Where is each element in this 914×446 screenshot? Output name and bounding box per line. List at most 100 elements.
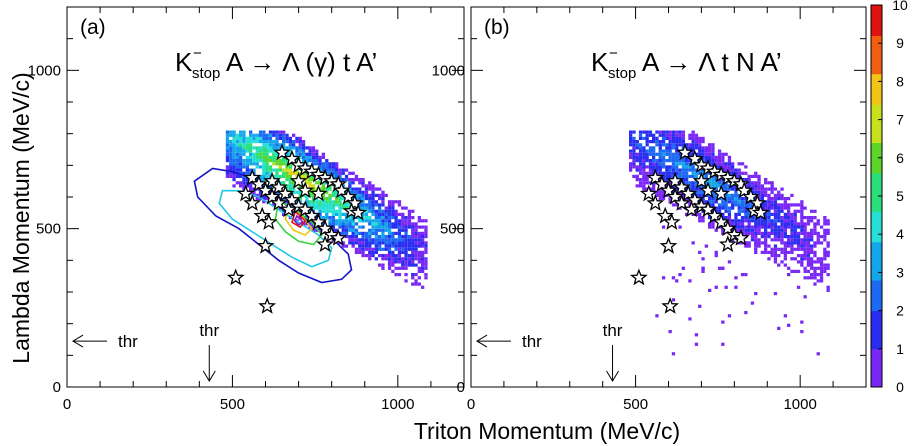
heatmap-cell	[675, 162, 679, 166]
heatmap-cell	[750, 203, 755, 207]
heatmap-cell	[757, 222, 761, 226]
heatmap-cell	[338, 216, 342, 220]
heatmap-cell	[381, 263, 385, 267]
heatmap-cell	[262, 136, 266, 140]
colorbar-tick-label: 0	[896, 379, 904, 395]
heatmap-cell	[773, 187, 778, 191]
heatmap-cell	[268, 140, 273, 144]
heatmap-cell	[685, 143, 689, 147]
heatmap-cell	[632, 159, 636, 163]
heatmap-cell	[335, 165, 339, 169]
heatmap-cell	[331, 206, 335, 210]
heatmap-cell	[770, 228, 774, 232]
heatmap-cell	[767, 193, 771, 197]
panel-tag: (a)	[80, 16, 106, 39]
heatmap-cell	[298, 149, 302, 153]
heatmap-cell	[767, 212, 771, 216]
heatmap-cell	[282, 140, 286, 144]
heatmap-cell	[800, 238, 804, 242]
heatmap-cell	[364, 235, 369, 239]
heatmap-cell	[348, 171, 352, 175]
heatmap-cell	[387, 206, 392, 210]
heatmap-cell	[364, 247, 369, 251]
heatmap-cell	[295, 140, 299, 144]
heatmap-cell	[800, 247, 804, 251]
colorbar-segment	[871, 112, 882, 121]
heatmap-cell	[351, 228, 355, 232]
heatmap-cell	[265, 149, 269, 153]
heatmap-cell	[760, 241, 764, 245]
heatmap-cell	[721, 181, 725, 185]
heatmap-cell	[668, 174, 672, 178]
heatmap-cell	[661, 174, 666, 178]
heatmap-cell	[387, 209, 392, 213]
colorbar-segment	[871, 341, 882, 350]
heatmap-cell	[819, 260, 824, 264]
heatmap-cell	[401, 235, 405, 239]
heatmap-cell	[371, 197, 375, 201]
heatmap-cell	[414, 279, 418, 283]
heatmap-cell	[298, 171, 302, 175]
heatmap-cell	[638, 159, 643, 163]
heatmap-cell	[258, 152, 263, 156]
heatmap-cell	[374, 241, 378, 245]
event-star	[263, 171, 281, 189]
heatmap-cell	[265, 133, 269, 137]
heatmap-cell	[658, 155, 662, 159]
heatmap-cell	[328, 209, 332, 213]
event-star	[316, 219, 334, 237]
heatmap-cell	[671, 298, 676, 302]
heatmap-cell	[754, 171, 758, 175]
colorbar-segment	[871, 303, 882, 312]
heatmap-cell	[391, 244, 395, 248]
heatmap-cell	[374, 212, 378, 216]
heatmap-cell	[321, 184, 325, 188]
heatmap-cell	[694, 136, 699, 140]
heatmap-cell	[819, 257, 824, 261]
heatmap-cell	[364, 254, 369, 258]
colorbar-segment	[871, 272, 882, 281]
heatmap-cell	[744, 225, 748, 229]
heatmap-cell	[338, 171, 342, 175]
heatmap-cell	[387, 231, 392, 235]
heatmap-cell	[249, 155, 253, 159]
heatmap-cell	[292, 146, 296, 150]
heatmap-cell	[358, 247, 362, 251]
heatmap-cell	[278, 159, 282, 163]
heatmap-cell	[252, 159, 256, 163]
heatmap-cell	[272, 203, 276, 207]
heatmap-cell	[424, 244, 428, 248]
heatmap-cell	[225, 136, 230, 140]
heatmap-cell	[411, 254, 415, 258]
heatmap-cell	[308, 184, 312, 188]
heatmap-cell	[717, 149, 722, 153]
heatmap-cell	[232, 149, 236, 153]
heatmap-cell	[734, 168, 738, 172]
heatmap-cell	[734, 171, 738, 175]
heatmap-cell	[783, 225, 787, 229]
heatmap-cell	[354, 193, 359, 197]
panel-title: K	[591, 47, 609, 77]
heatmap-cell	[265, 165, 269, 169]
heatmap-cell	[424, 241, 428, 245]
heatmap-cell	[282, 133, 286, 137]
heatmap-cell	[311, 187, 316, 191]
heatmap-cell	[787, 225, 791, 229]
heatmap-cell	[242, 178, 246, 182]
heatmap-cell	[252, 152, 256, 156]
heatmap-cell	[685, 171, 689, 175]
heatmap-cell	[717, 181, 722, 185]
heatmap-cell	[661, 140, 666, 144]
heatmap-cell	[348, 238, 352, 242]
heatmap-cell	[787, 216, 791, 220]
heatmap-cell	[691, 184, 695, 188]
heatmap-cell	[704, 200, 708, 204]
heatmap-cell	[374, 238, 378, 242]
heatmap-cell	[268, 143, 273, 147]
heatmap-cell	[678, 174, 682, 178]
heatmap-cell	[744, 200, 748, 204]
heatmap-cell	[272, 140, 276, 144]
heatmap-cell	[325, 197, 329, 201]
heatmap-cell	[708, 200, 712, 204]
heatmap-cell	[235, 140, 239, 144]
